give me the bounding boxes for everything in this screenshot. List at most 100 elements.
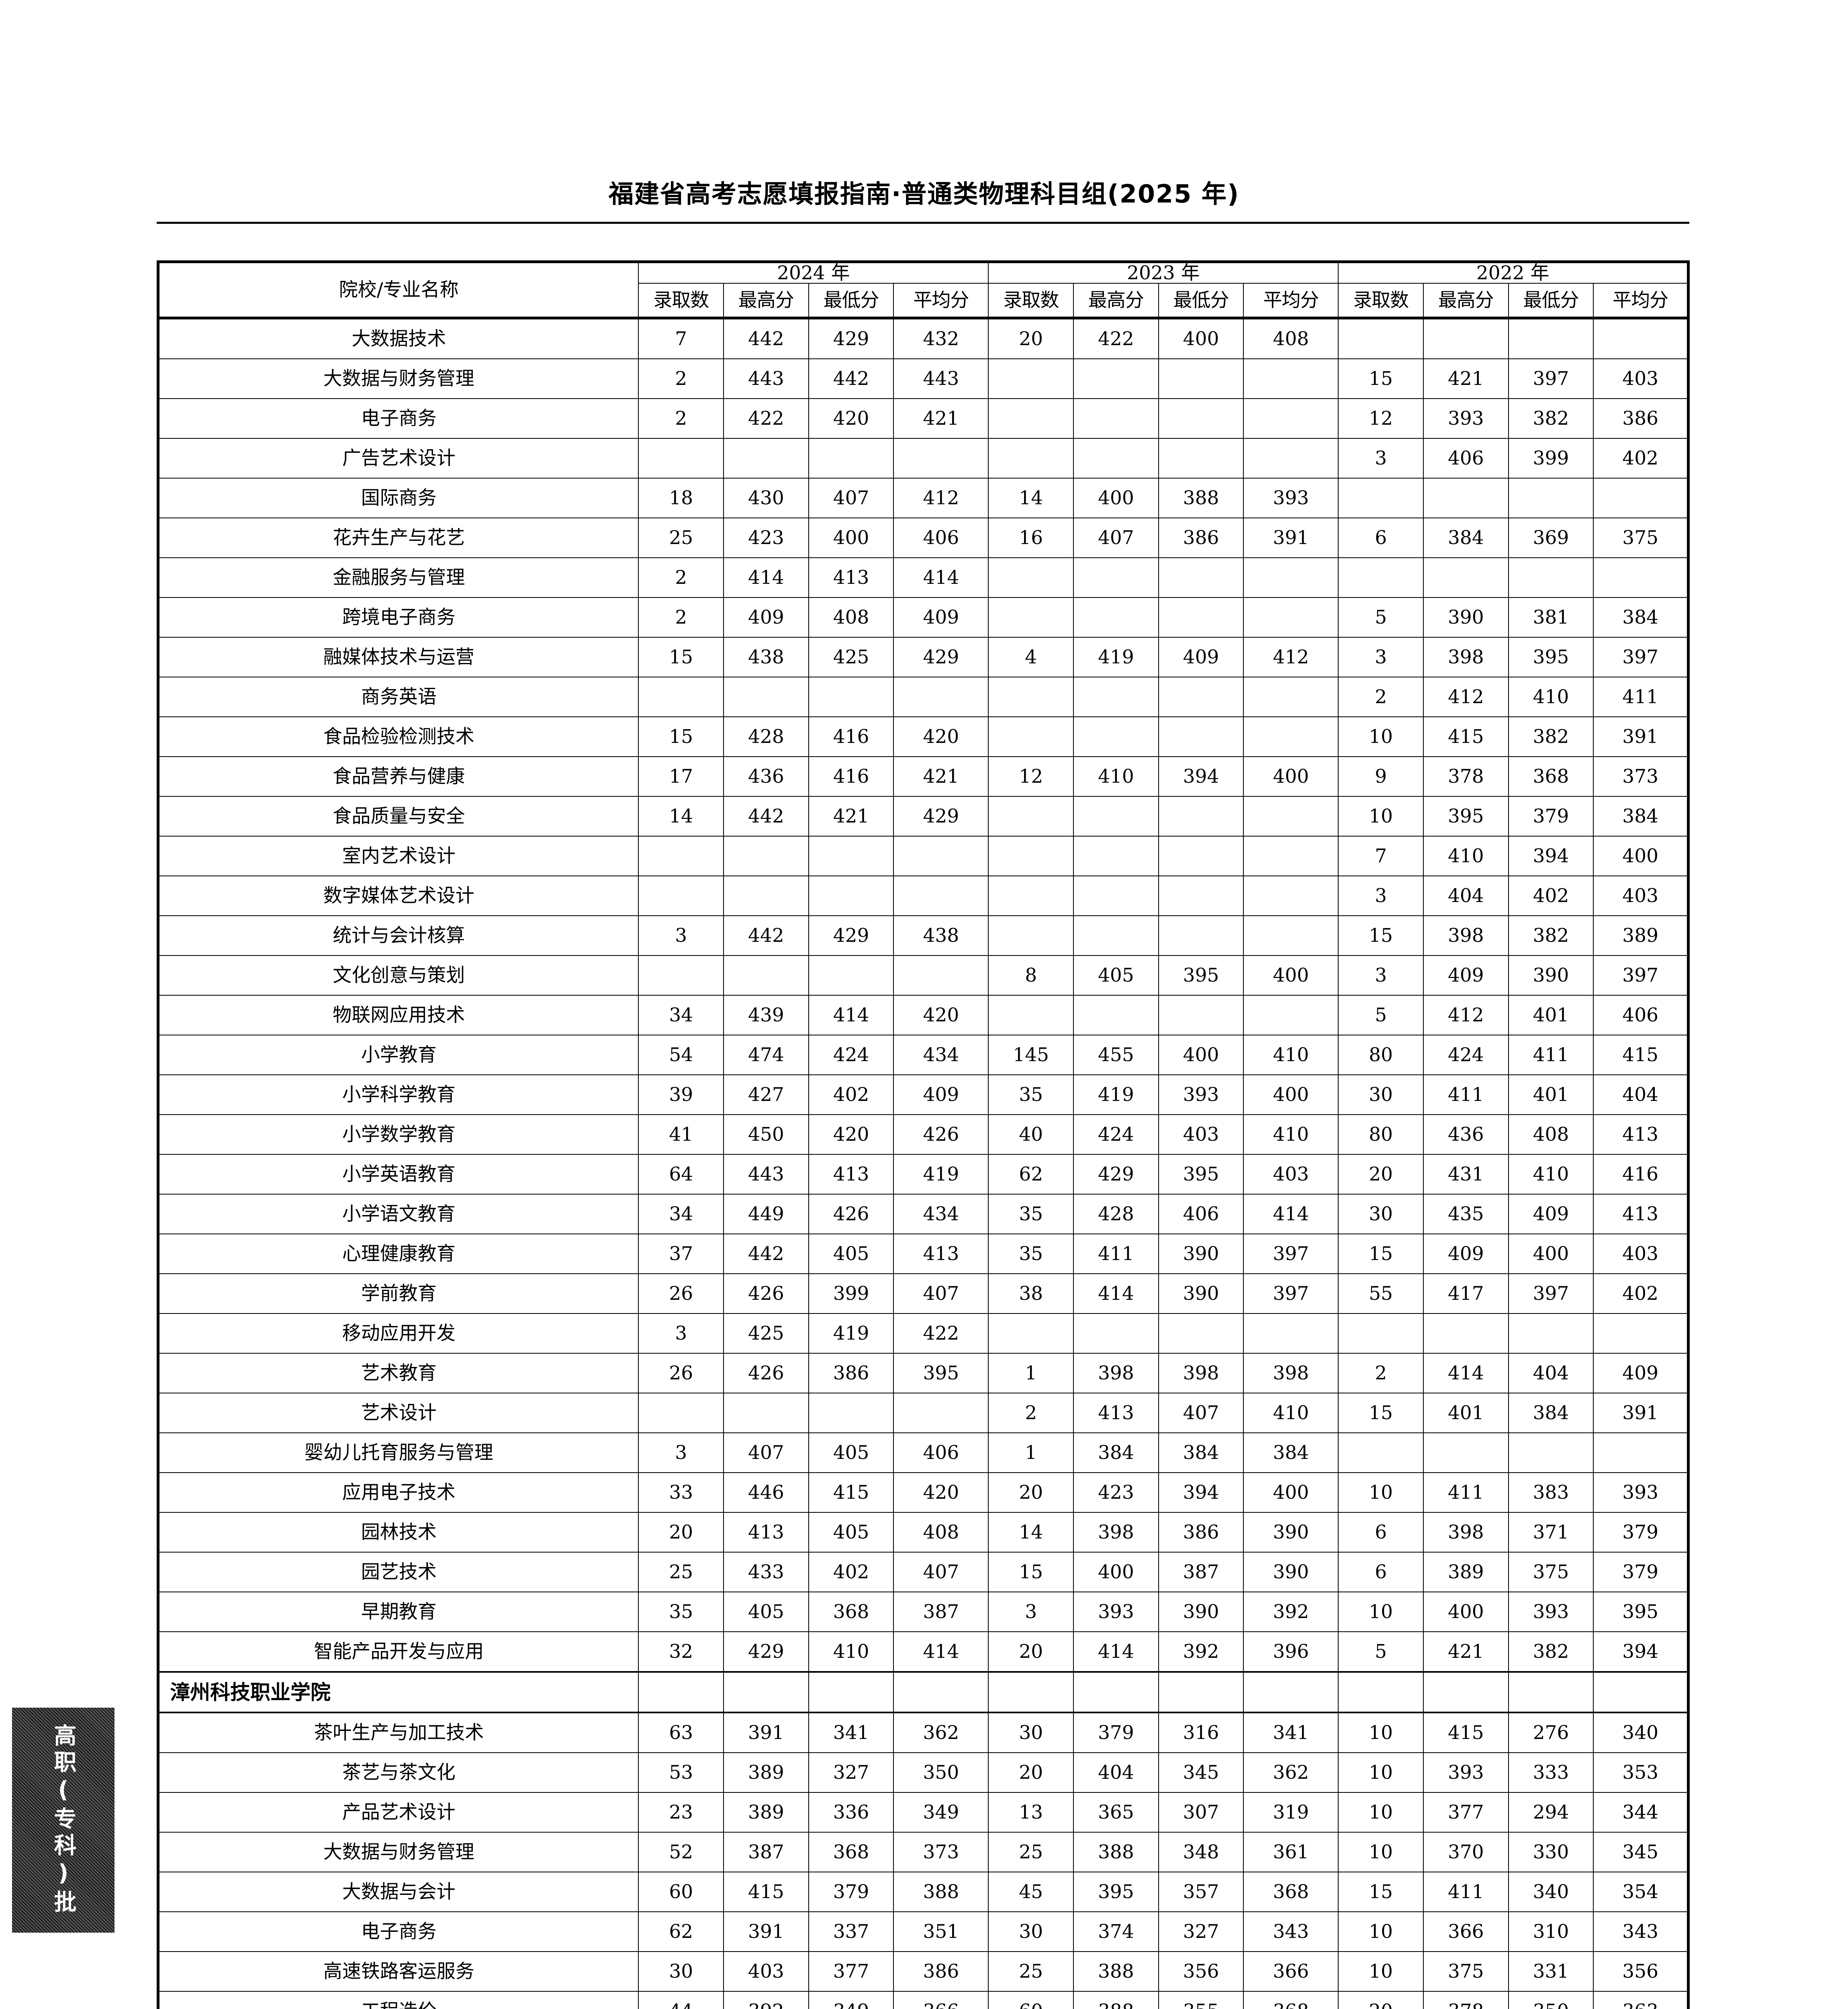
- cell-2024-min: [808, 1393, 894, 1434]
- cell-2022-enrolled: 12: [1338, 398, 1424, 439]
- cell-2024-max: 442: [723, 1234, 809, 1275]
- cell-2024-avg: [893, 438, 989, 479]
- cell-2024-avg: 388: [893, 1872, 989, 1913]
- cell-2023-enrolled: 16: [988, 518, 1074, 559]
- cell-2022-avg: 403: [1593, 358, 1689, 399]
- cell-2022-avg: 416: [1593, 1154, 1689, 1195]
- major-name: 电子商务: [157, 1911, 639, 1952]
- major-name: 产品艺术设计: [157, 1792, 639, 1833]
- cell-2024-max: 422: [723, 398, 809, 439]
- cell-2022-min: 394: [1508, 836, 1594, 877]
- cell-2023-max: [1073, 1313, 1159, 1354]
- cell-2024-min: 399: [808, 1273, 894, 1314]
- cell-2022-max: 406: [1423, 438, 1509, 479]
- cell-2023-max: 384: [1073, 1432, 1159, 1473]
- major-name: 文化创意与策划: [157, 955, 639, 996]
- cell-2024-max: 436: [723, 756, 809, 797]
- cell-2024-enrolled: 54: [638, 1035, 724, 1076]
- cell-2022-min: [1508, 557, 1594, 598]
- cell-2022-avg: 391: [1593, 1393, 1689, 1434]
- cell-2023-max: 419: [1073, 637, 1159, 678]
- major-name: 婴幼儿托育服务与管理: [157, 1432, 639, 1473]
- cell-2022-avg: 397: [1593, 955, 1689, 996]
- cell-2022-max: 410: [1423, 836, 1509, 877]
- cell-2022-min: 331: [1508, 1951, 1594, 1992]
- cell-2023-max: 388: [1073, 1991, 1159, 2009]
- cell-2022-max: [1423, 317, 1509, 360]
- cell-2023-enrolled: 35: [988, 1234, 1074, 1275]
- cell-2023-avg: [1243, 836, 1339, 877]
- cell-2024-avg: 406: [893, 518, 989, 559]
- cell-2022-avg: 413: [1593, 1194, 1689, 1235]
- major-name: 金融服务与管理: [157, 557, 639, 598]
- cell-2023-min: [1158, 836, 1244, 877]
- col-header-2022-max: 最高分: [1423, 283, 1509, 320]
- cell-2024-min: 425: [808, 637, 894, 678]
- cell-2022-enrolled: 10: [1338, 1911, 1424, 1952]
- cell-2022-min: 382: [1508, 398, 1594, 439]
- cell-2024-min: 413: [808, 557, 894, 598]
- cell-2022-max: 436: [1423, 1114, 1509, 1155]
- major-name: 应用电子技术: [157, 1472, 639, 1513]
- cell-2023-avg: 410: [1243, 1035, 1339, 1076]
- cell-2023-avg: [1243, 597, 1339, 638]
- cell-2024-enrolled: 23: [638, 1792, 724, 1833]
- cell-2022-max: 389: [1423, 1552, 1509, 1593]
- cell-2022-enrolled: 3: [1338, 955, 1424, 996]
- cell-2022-enrolled: 9: [1338, 756, 1424, 797]
- cell-2024-avg: 414: [893, 1631, 989, 1673]
- table-row: 融媒体技术与运营 15 438 425 429 4 419 409 412 3 398 395 397: [157, 637, 1689, 678]
- cell-2022-max: 412: [1423, 677, 1509, 718]
- cell-2022-max: 435: [1423, 1194, 1509, 1235]
- cell-2024-avg: 350: [893, 1752, 989, 1793]
- cell-2024-min: 336: [808, 1792, 894, 1833]
- cell-2022-min: 401: [1508, 1074, 1594, 1115]
- cell-2022-enrolled: 5: [1338, 597, 1424, 638]
- cell-2023-max: 413: [1073, 1393, 1159, 1434]
- cell-2022-avg: 402: [1593, 1273, 1689, 1314]
- cell-2024-max: 443: [723, 358, 809, 399]
- cell-2024-min: 426: [808, 1194, 894, 1235]
- cell-2024-min: 402: [808, 1074, 894, 1115]
- cell-2024-avg: 373: [893, 1832, 989, 1873]
- cell-2023-min: 398: [1158, 1353, 1244, 1394]
- table-row: 大数据与财务管理 52 387 368 373 25 388 348 361 10 370 330 34…: [157, 1832, 1689, 1873]
- cell-2023-avg: 398: [1243, 1353, 1339, 1394]
- score-cell: [1243, 1671, 1339, 1714]
- cell-2023-min: [1158, 398, 1244, 439]
- major-name: 小学教育: [157, 1035, 639, 1076]
- cell-2023-min: 390: [1158, 1273, 1244, 1314]
- major-name: 物联网应用技术: [157, 995, 639, 1036]
- col-header-2022-enrolled: 录取数: [1338, 283, 1424, 320]
- cell-2024-enrolled: 60: [638, 1872, 724, 1913]
- table-row: 工程造价443923493666038835536820378350363: [157, 1991, 1689, 2009]
- cell-2024-min: 429: [808, 915, 894, 956]
- cell-2022-enrolled: 10: [1338, 796, 1424, 837]
- cell-2023-enrolled: 20: [988, 1752, 1074, 1793]
- cell-2023-enrolled: [988, 836, 1074, 877]
- cell-2022-enrolled: 10: [1338, 1832, 1424, 1873]
- cell-2023-avg: [1243, 796, 1339, 837]
- cell-2024-avg: 407: [893, 1273, 989, 1314]
- cell-2022-enrolled: 10: [1338, 1951, 1424, 1992]
- cell-2022-avg: [1593, 1432, 1689, 1473]
- cell-2024-avg: [893, 677, 989, 718]
- cell-2024-min: 379: [808, 1872, 894, 1913]
- table-row: 心理健康教育 37 442 405 413 35 411 390 397 15 409 400 403: [157, 1234, 1689, 1275]
- cell-2022-enrolled: [1338, 317, 1424, 360]
- col-header-2024-enrolled: 录取数: [638, 283, 724, 320]
- table-row: 应用电子技术 33 446 415 420 20 423 394 400 10 411 383 393: [157, 1472, 1689, 1513]
- cell-2023-min: 395: [1158, 1154, 1244, 1195]
- cell-2022-min: 381: [1508, 597, 1594, 638]
- cell-2024-enrolled: 34: [638, 995, 724, 1036]
- table-row: 室内艺术设计 7 410 394 400: [157, 836, 1689, 877]
- cell-2022-max: 414: [1423, 1353, 1509, 1394]
- score-cell: [988, 1671, 1074, 1714]
- running-head-rule: [157, 222, 1689, 224]
- cell-2022-max: 377: [1423, 1792, 1509, 1833]
- cell-2022-min: [1508, 1313, 1594, 1354]
- table-row: 园林技术 20 413 405 408 14 398 386 390 6 398 371 379: [157, 1512, 1689, 1553]
- cell-2024-max: 391: [723, 1911, 809, 1952]
- cell-2023-max: [1073, 995, 1159, 1036]
- cell-2024-enrolled: 20: [638, 1512, 724, 1553]
